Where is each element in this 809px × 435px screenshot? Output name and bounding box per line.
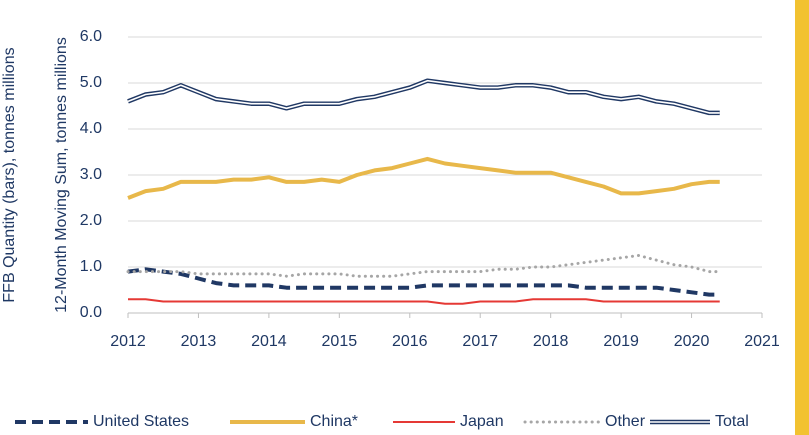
legend-label: United States: [93, 413, 189, 430]
series-line: [127, 156, 720, 200]
x-tick-label: 2021: [744, 333, 780, 350]
y-tick-label: 4.0: [80, 120, 102, 137]
y-axis-label: 12-Month Moving Sum, tonnes millions: [53, 37, 70, 313]
y-tick-label: 6.0: [80, 28, 102, 45]
x-tick-label: 2015: [322, 333, 358, 350]
legend-label: Total: [715, 413, 749, 430]
legend-label: Japan: [460, 413, 504, 430]
series-line: [127, 267, 720, 297]
x-tick-label: 2014: [251, 333, 287, 350]
x-tick-label: 2019: [603, 333, 639, 350]
y-tick-label: 1.0: [80, 258, 102, 275]
side-bar: [795, 0, 809, 435]
x-tick-label: 2013: [181, 333, 217, 350]
x-tick-label: 2020: [674, 333, 710, 350]
y-tick-label: 2.0: [80, 212, 102, 229]
y-tick-label: 3.0: [80, 166, 102, 183]
plot-area: 0.0 1.0 2.0 3.0 4.0 5.0 6.0 2012 2013 2014 2015 201…: [80, 28, 780, 350]
x-tick-label: 2017: [462, 333, 498, 350]
series-line-inner: [127, 79, 720, 114]
x-tick-label: 2012: [110, 333, 146, 350]
legend-label: China*: [310, 413, 358, 430]
series-line: [126, 254, 722, 278]
series-line: [127, 78, 720, 116]
x-tick-label: 2018: [533, 333, 569, 350]
y-tick-label: 5.0: [80, 74, 102, 91]
series-line: [128, 298, 720, 305]
y-axis-label-secondary: FFB Quantity (bars), tonnes millions: [1, 47, 18, 302]
legend: United States China* Japan Other Total: [15, 413, 749, 430]
legend-label: Other: [605, 413, 646, 430]
x-tick-label: 2016: [392, 333, 428, 350]
y-tick-label: 0.0: [80, 304, 102, 321]
